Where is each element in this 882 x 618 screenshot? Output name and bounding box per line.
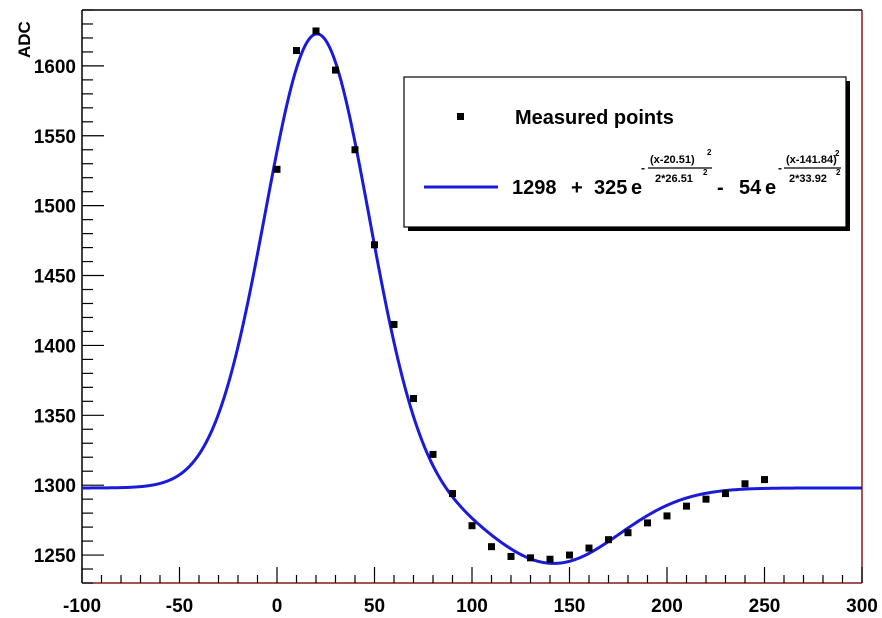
measured-point — [644, 519, 651, 527]
fit-e1: e — [631, 177, 642, 199]
fit-exp2-denominator: 2*33.92 — [789, 173, 827, 185]
fit-e2: e — [765, 177, 776, 199]
fit-exp1-denominator-power: 2 — [703, 168, 708, 177]
measured-point — [507, 552, 515, 560]
fit-exp1-denominator: 2*26.51 — [655, 173, 693, 185]
legend: Measured points 1298 + 325 e - (x-20.51)… — [403, 76, 850, 231]
y-axis-ticks — [82, 9, 104, 584]
x-tick-label: 150 — [554, 596, 586, 617]
fit-exp2-sign: - — [778, 161, 782, 175]
measured-point — [566, 551, 573, 559]
measured-point — [741, 480, 749, 488]
measured-point — [722, 490, 729, 498]
fit-amp2: 54 — [739, 177, 762, 199]
measured-point — [332, 66, 339, 74]
x-tick-label: 200 — [651, 596, 683, 617]
x-tick-label: -50 — [166, 596, 193, 617]
fit-const: 1298 — [512, 177, 557, 199]
fit-exp1-numerator-power: 2 — [707, 148, 712, 157]
x-tick-label: 250 — [749, 596, 781, 617]
measured-point — [410, 395, 417, 403]
legend-marker-points — [457, 113, 464, 120]
y-axis-title: ADC — [15, 21, 34, 58]
fit-curve-line — [82, 32, 862, 565]
measured-point — [429, 450, 437, 458]
y-tick-label: 1550 — [34, 127, 76, 148]
measured-point — [468, 522, 476, 530]
x-axis-tick-labels: -100 -50 0 50 100 150 200 250 300 — [63, 596, 878, 617]
measured-point — [761, 476, 768, 484]
legend-label-points: Measured points — [515, 107, 674, 129]
fit-exp1-sign: - — [641, 161, 645, 175]
measured-point — [449, 490, 456, 498]
measured-point — [312, 27, 320, 35]
y-tick-label: 1350 — [34, 406, 76, 427]
x-tick-label: 0 — [272, 596, 283, 617]
fit-exp2-numerator: (x-141.84) — [786, 154, 837, 166]
x-tick-label: 100 — [456, 596, 488, 617]
measured-point — [488, 543, 495, 551]
y-tick-label: 1400 — [34, 336, 76, 357]
y-tick-label: 1500 — [34, 197, 76, 218]
fit-curve — [82, 32, 862, 565]
measured-point — [293, 47, 300, 55]
measured-point — [663, 512, 671, 520]
y-axis-tick-labels: 1250 1300 1350 1400 1450 1500 1550 1600 — [34, 57, 76, 567]
measured-point — [605, 536, 612, 544]
legend-box — [403, 76, 847, 228]
measured-point — [527, 554, 534, 562]
measured-point — [546, 555, 554, 563]
measured-point — [273, 165, 281, 173]
measured-points — [273, 27, 768, 563]
measured-point — [390, 320, 398, 328]
fit-exp2-numerator-power: 2 — [835, 149, 840, 158]
fit-amp1: 325 — [594, 177, 627, 199]
measured-point — [624, 529, 632, 537]
x-tick-label: 50 — [364, 596, 385, 617]
fit-exp2-denominator-power: 2 — [836, 168, 841, 177]
fit-minus: - — [717, 177, 724, 199]
measured-point — [351, 146, 359, 154]
y-tick-label: 1250 — [34, 546, 76, 567]
x-tick-label: -100 — [63, 596, 101, 617]
y-tick-label: 1450 — [34, 267, 76, 288]
legend-label-fit: 1298 + 325 e - (x-20.51) 2 2*26.51 2 - 5… — [512, 148, 841, 199]
fit-plus: + — [571, 177, 583, 199]
fit-exp1-numerator: (x-20.51) — [650, 154, 695, 166]
x-axis-ticks — [81, 567, 863, 583]
measured-point — [371, 241, 378, 249]
measured-point — [683, 502, 690, 510]
y-tick-label: 1300 — [34, 476, 76, 497]
measured-point — [702, 495, 710, 503]
y-tick-label: 1600 — [34, 57, 76, 78]
x-tick-label: 300 — [846, 596, 878, 617]
measured-point — [585, 544, 593, 552]
